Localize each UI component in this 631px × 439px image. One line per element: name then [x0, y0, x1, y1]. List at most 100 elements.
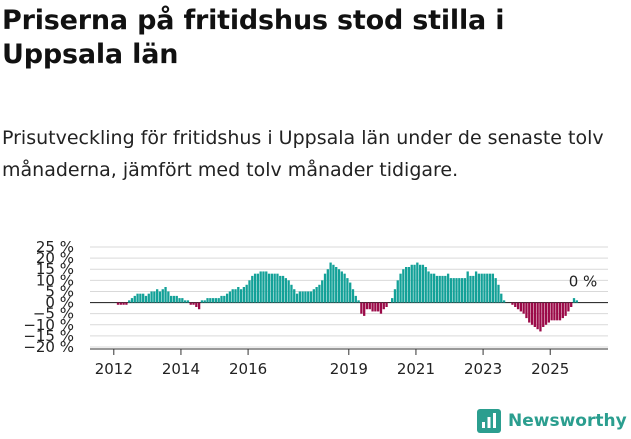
y-tick-label: 5 % [45, 282, 74, 300]
bar [399, 273, 402, 303]
bar [175, 295, 178, 303]
last-value-label: 0 % [569, 273, 598, 291]
bar [239, 289, 243, 303]
chart-title: Priserna på fritidshus stod stilla i Upp… [2, 5, 505, 70]
bar [164, 287, 167, 303]
bar [228, 291, 232, 303]
bar [556, 302, 559, 321]
bar [550, 302, 553, 321]
bar [460, 278, 464, 303]
bar [444, 275, 447, 303]
bar [539, 302, 542, 332]
bar [567, 302, 570, 312]
y-tick-label: 25 % [36, 238, 74, 256]
bar [211, 298, 215, 303]
bar [290, 284, 293, 303]
bar [418, 264, 422, 303]
y-tick-label: 10 % [36, 271, 74, 289]
bar [407, 267, 411, 303]
bar [128, 300, 131, 303]
bar [480, 273, 483, 303]
x-tick-label: 2012 [95, 360, 133, 378]
bar [144, 295, 148, 303]
bar [307, 291, 310, 303]
bar [245, 284, 248, 303]
bar [396, 280, 399, 303]
bar [432, 273, 436, 303]
bar [231, 289, 234, 303]
bar [161, 289, 164, 303]
bar [449, 278, 453, 303]
bar [514, 302, 517, 307]
bar [351, 289, 355, 303]
bar [430, 273, 433, 303]
bar [441, 275, 444, 303]
bar [321, 280, 324, 303]
bar [116, 302, 120, 305]
bar [455, 278, 458, 303]
bar [167, 291, 170, 303]
bar [360, 302, 363, 314]
bar [225, 293, 229, 303]
bar [354, 295, 357, 303]
bar [575, 300, 578, 303]
brand-name: Newsworthy [508, 411, 627, 431]
bar [337, 269, 341, 303]
bar [130, 298, 134, 303]
bar [391, 298, 394, 303]
bar [150, 291, 153, 303]
bar [393, 289, 397, 303]
bar [170, 295, 173, 303]
bar [446, 273, 450, 303]
y-tick-label: 0 % [45, 294, 74, 312]
bar [158, 291, 162, 303]
bar [463, 278, 467, 303]
bar [491, 273, 495, 303]
bar [139, 293, 142, 303]
y-tick-label: −20 % [23, 338, 74, 356]
newsworthy-brand[interactable]: Newsworthy [476, 408, 627, 434]
bar [153, 291, 156, 303]
bar [516, 302, 520, 310]
bar [192, 302, 195, 305]
bar [293, 289, 296, 303]
bar [340, 271, 343, 303]
bar [183, 300, 187, 303]
bar [544, 302, 548, 325]
bar [301, 291, 304, 303]
bar [349, 282, 352, 303]
bar [494, 278, 497, 303]
bar [284, 278, 287, 303]
bar [335, 267, 338, 303]
y-tick-label: −5 % [33, 305, 74, 323]
bar [405, 267, 408, 303]
y-tick-label: 20 % [36, 249, 74, 267]
x-tick-label: 2014 [162, 360, 200, 378]
x-tick-label: 2021 [397, 360, 435, 378]
bar [237, 287, 240, 303]
bar [326, 269, 329, 303]
bar [214, 298, 218, 303]
bar [502, 300, 506, 303]
bar [267, 273, 271, 303]
bar [136, 293, 139, 303]
bar [561, 302, 564, 319]
bar [363, 302, 366, 316]
bar [424, 267, 427, 303]
bar [147, 293, 150, 303]
x-tick-label: 2016 [229, 360, 267, 378]
x-tick-label: 2025 [531, 360, 569, 378]
bar [365, 302, 369, 310]
bar [133, 295, 136, 303]
bar [220, 295, 223, 303]
bar [323, 273, 327, 303]
bar [413, 264, 416, 303]
bar [488, 273, 492, 303]
bar [533, 302, 536, 327]
bar [474, 271, 478, 303]
bar [203, 300, 206, 303]
bar [287, 280, 290, 303]
bar [374, 302, 377, 312]
bar [186, 300, 190, 303]
bar [530, 302, 534, 325]
